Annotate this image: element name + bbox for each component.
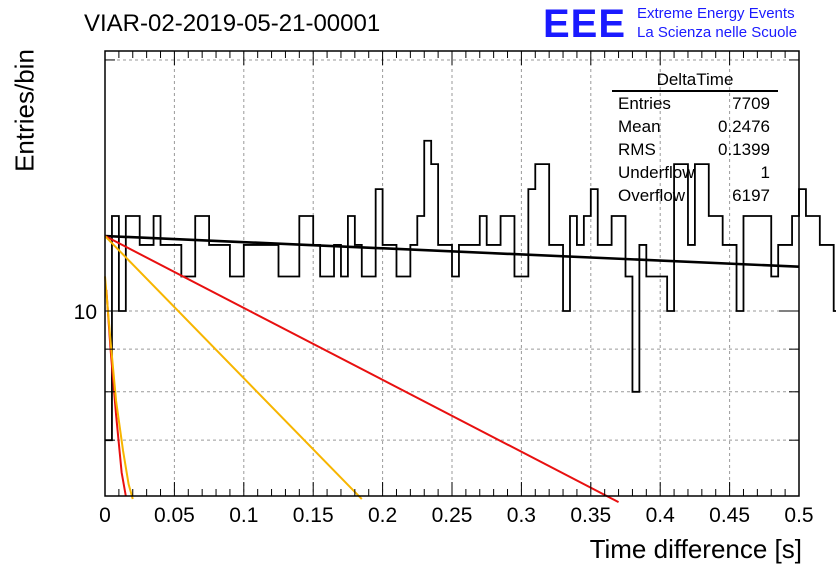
stats-row-entries: Entries 7709 bbox=[612, 92, 778, 115]
run-title: VIAR-02-2019-05-21-00001 bbox=[84, 10, 381, 37]
stats-label: Entries bbox=[618, 94, 671, 113]
fit-curve bbox=[104, 234, 800, 269]
y-tick-label: 10 bbox=[74, 301, 97, 324]
eee-logo: EEE bbox=[543, 2, 627, 46]
stats-label: Overflow bbox=[618, 186, 686, 205]
logo-line-2: La Scienza nelle Scuole bbox=[637, 24, 798, 41]
x-tick-label: 0.5 bbox=[784, 504, 813, 527]
x-tick-label: 0.25 bbox=[432, 504, 473, 527]
fit-curve bbox=[104, 276, 134, 500]
x-tick-label: 0.35 bbox=[570, 504, 611, 527]
x-tick-label: 0.1 bbox=[229, 504, 258, 527]
stats-row-underflow: Underflow 1 bbox=[612, 161, 778, 184]
y-axis-label: Entries/bin bbox=[9, 49, 40, 172]
fit-curves bbox=[104, 234, 800, 503]
fit-curve bbox=[104, 235, 620, 503]
x-tick-label: 0.15 bbox=[293, 504, 334, 527]
stats-value: 7709 bbox=[732, 94, 770, 113]
stats-row-overflow: Overflow 6197 bbox=[612, 184, 778, 207]
logo-line-1: Extreme Energy Events bbox=[637, 5, 795, 22]
stats-value: 0.2476 bbox=[718, 117, 770, 136]
stats-row-rms: RMS 0.1399 bbox=[612, 138, 778, 161]
stats-label: Underflow bbox=[618, 163, 695, 182]
histogram-step-line bbox=[105, 139, 836, 442]
x-axis-label: Time difference [s] bbox=[589, 534, 802, 564]
fit-curve bbox=[104, 235, 363, 500]
stats-label: Mean bbox=[618, 117, 661, 136]
stats-box: DeltaTime Entries 7709 Mean 0.2476 RMS 0.13… bbox=[612, 70, 778, 207]
x-tick-label: 0 bbox=[99, 504, 111, 527]
stats-value: 1 bbox=[760, 163, 770, 182]
x-tick-label: 0.45 bbox=[709, 504, 750, 527]
stats-label: RMS bbox=[618, 140, 656, 159]
stats-row-mean: Mean 0.2476 bbox=[612, 115, 778, 138]
x-tick-label: 0.4 bbox=[646, 504, 676, 527]
stats-title: DeltaTime bbox=[612, 70, 778, 92]
x-tick-label: 0.3 bbox=[507, 504, 536, 527]
stats-value: 6197 bbox=[732, 186, 770, 205]
histogram-series bbox=[105, 139, 836, 442]
axis-ticks bbox=[104, 51, 800, 497]
x-tick-label: 0.05 bbox=[154, 504, 195, 527]
x-tick-label: 0.2 bbox=[368, 504, 397, 527]
stats-value: 0.1399 bbox=[718, 140, 770, 159]
axis-tick-labels: 0 0.05 0.1 0.15 0.2 0.25 0.3 0.35 0.4 0.45 0.5 10 bbox=[74, 301, 814, 527]
